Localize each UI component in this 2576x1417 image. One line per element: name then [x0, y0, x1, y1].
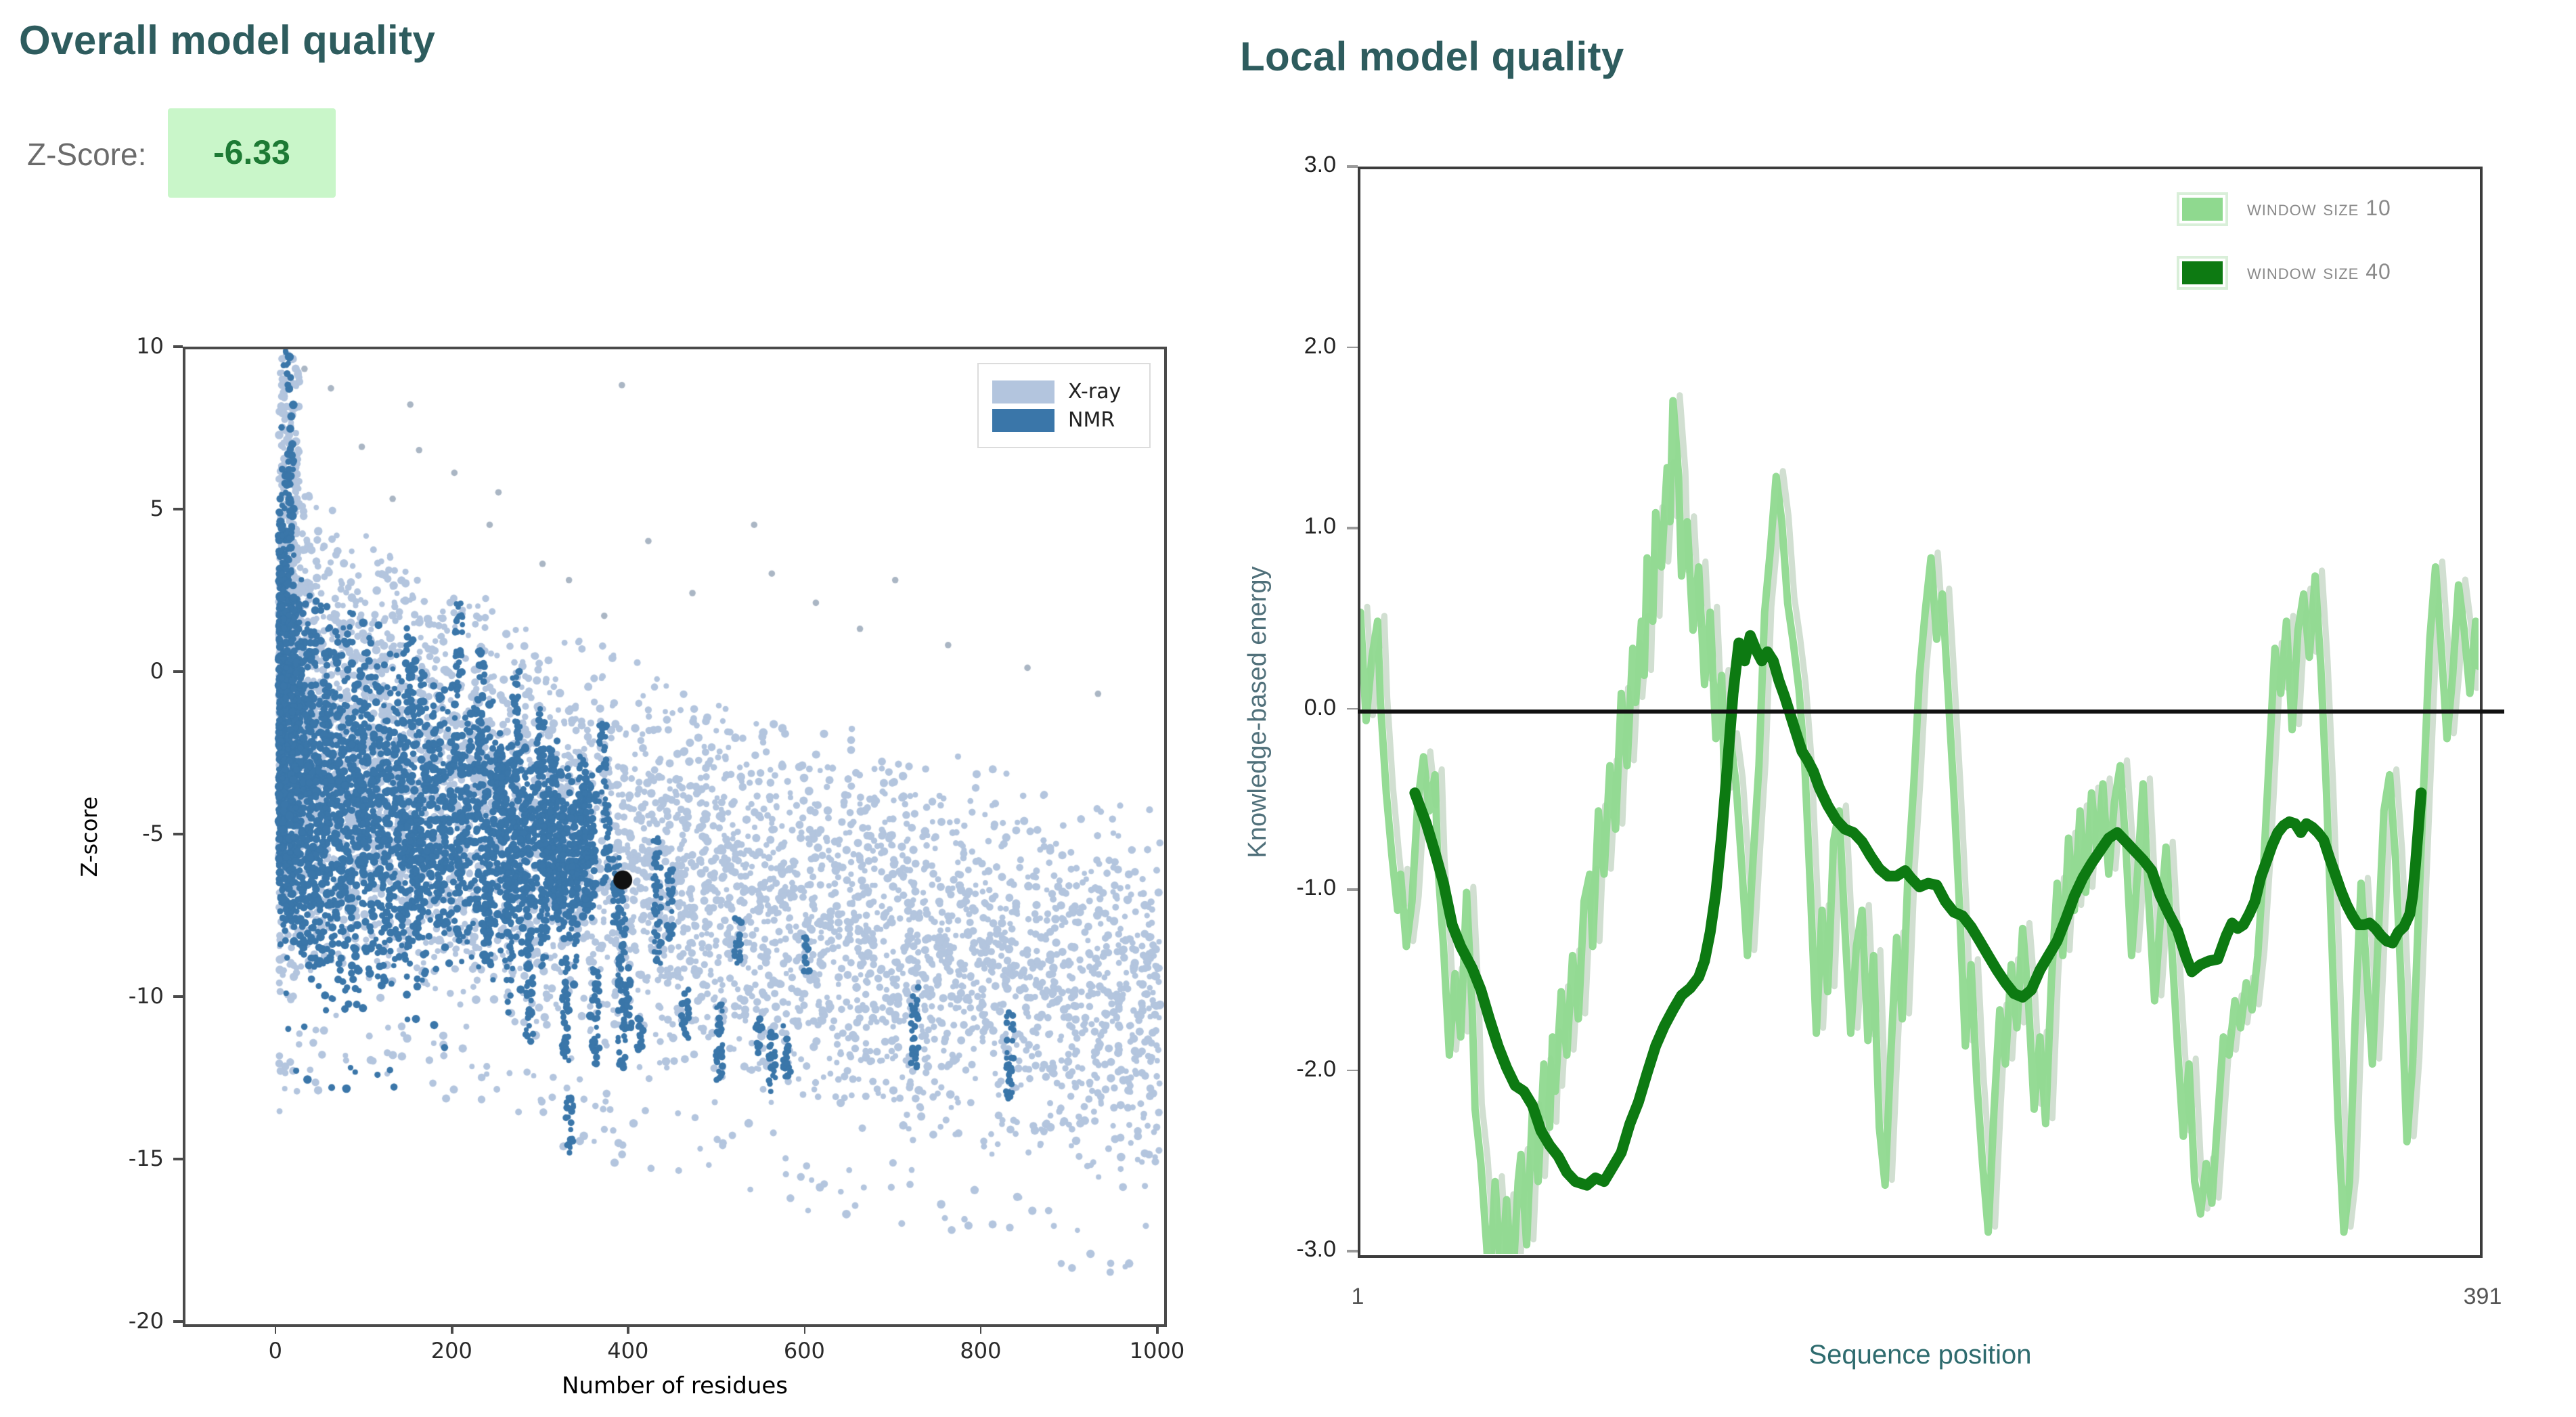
- x-tick-label: 800: [960, 1338, 1002, 1364]
- zscore-value: -6.33: [168, 108, 336, 198]
- energy-y-tick-label: -2.0: [1296, 1055, 1336, 1081]
- window40-label: window size 40: [2247, 261, 2391, 284]
- y-tick-label: -20: [128, 1308, 164, 1334]
- x-tick-mark: [803, 1324, 806, 1334]
- y-tick-mark: [173, 1320, 183, 1323]
- y-tick-label: 5: [150, 496, 164, 521]
- energy-y-tick-label: 1.0: [1304, 513, 1336, 539]
- x-tick-mark: [627, 1324, 629, 1334]
- zero-energy-line: [1358, 709, 2504, 713]
- sequence-end-label: 391: [2463, 1284, 2502, 1309]
- legend-item-nmr: NMR: [992, 408, 1136, 432]
- y-tick-label: 0: [150, 658, 164, 684]
- window10-swatch: [2177, 192, 2228, 226]
- window40-line: [1409, 630, 2427, 1191]
- energy-y-tick-label: 0.0: [1304, 694, 1336, 720]
- energy-y-tick-mark: [1347, 888, 1358, 891]
- scatter-x-axis-label: Number of residues: [561, 1373, 789, 1400]
- y-tick-label: 10: [136, 333, 164, 359]
- y-tick-mark: [173, 345, 183, 348]
- local-model-quality-title: Local model quality: [1240, 35, 1624, 80]
- y-tick-label: -5: [142, 821, 164, 846]
- y-tick-mark: [173, 508, 183, 510]
- legend-item-window10: window size 10: [2177, 192, 2391, 226]
- energy-y-tick-mark: [1347, 346, 1358, 349]
- energy-y-tick-label: -3.0: [1296, 1236, 1336, 1262]
- nmr-label: NMR: [1068, 408, 1115, 432]
- zscore-label: Z-Score:: [27, 136, 147, 171]
- energy-y-tick-label: 3.0: [1304, 152, 1336, 177]
- x-tick-mark: [979, 1324, 982, 1334]
- energy-y-tick-mark: [1347, 1250, 1358, 1252]
- legend-item-xray: X-ray: [992, 379, 1136, 404]
- window10-label: window size 10: [2247, 197, 2391, 220]
- x-tick-mark: [451, 1324, 453, 1334]
- zscore-scatter-canvas: [185, 349, 1164, 1324]
- legend-item-window40: window size 40: [2177, 256, 2391, 290]
- energy-y-tick-mark: [1347, 707, 1358, 710]
- y-tick-mark: [173, 833, 183, 835]
- y-tick-mark: [173, 1158, 183, 1160]
- y-tick-label: -10: [128, 983, 164, 1009]
- window40-swatch: [2177, 256, 2228, 290]
- x-tick-label: 400: [607, 1338, 649, 1364]
- x-tick-mark: [274, 1324, 277, 1334]
- overall-model-quality-title: Overall model quality: [19, 19, 436, 64]
- y-tick-label: -15: [128, 1146, 164, 1171]
- energy-y-tick-label: 2.0: [1304, 332, 1336, 358]
- energy-legend: window size 10 window size 40: [2177, 192, 2391, 320]
- energy-x-axis-label: Sequence position: [1808, 1340, 2032, 1370]
- energy-line-chart: [1360, 392, 2479, 1254]
- overall-quality-plot: [183, 347, 1167, 1327]
- y-tick-mark: [173, 670, 183, 673]
- xray-label: X-ray: [1068, 379, 1122, 404]
- zscore-row: Z-Score: -6.33: [27, 108, 336, 200]
- y-tick-mark: [173, 995, 183, 998]
- nmr-swatch: [992, 408, 1054, 431]
- energy-y-tick-mark: [1347, 1069, 1358, 1072]
- sequence-start-label: 1: [1351, 1284, 1364, 1309]
- xray-swatch: [992, 380, 1054, 403]
- energy-y-tick-mark: [1347, 527, 1358, 529]
- window10-line: [1360, 397, 2479, 1254]
- x-tick-label: 1000: [1129, 1338, 1185, 1364]
- x-tick-label: 200: [430, 1338, 472, 1364]
- x-tick-label: 600: [783, 1338, 825, 1364]
- scatter-legend: X-ray NMR: [977, 363, 1151, 448]
- energy-y-tick-mark: [1347, 165, 1358, 168]
- x-tick-label: 0: [268, 1338, 282, 1364]
- x-tick-mark: [1156, 1324, 1159, 1334]
- energy-y-tick-label: -1.0: [1296, 875, 1336, 900]
